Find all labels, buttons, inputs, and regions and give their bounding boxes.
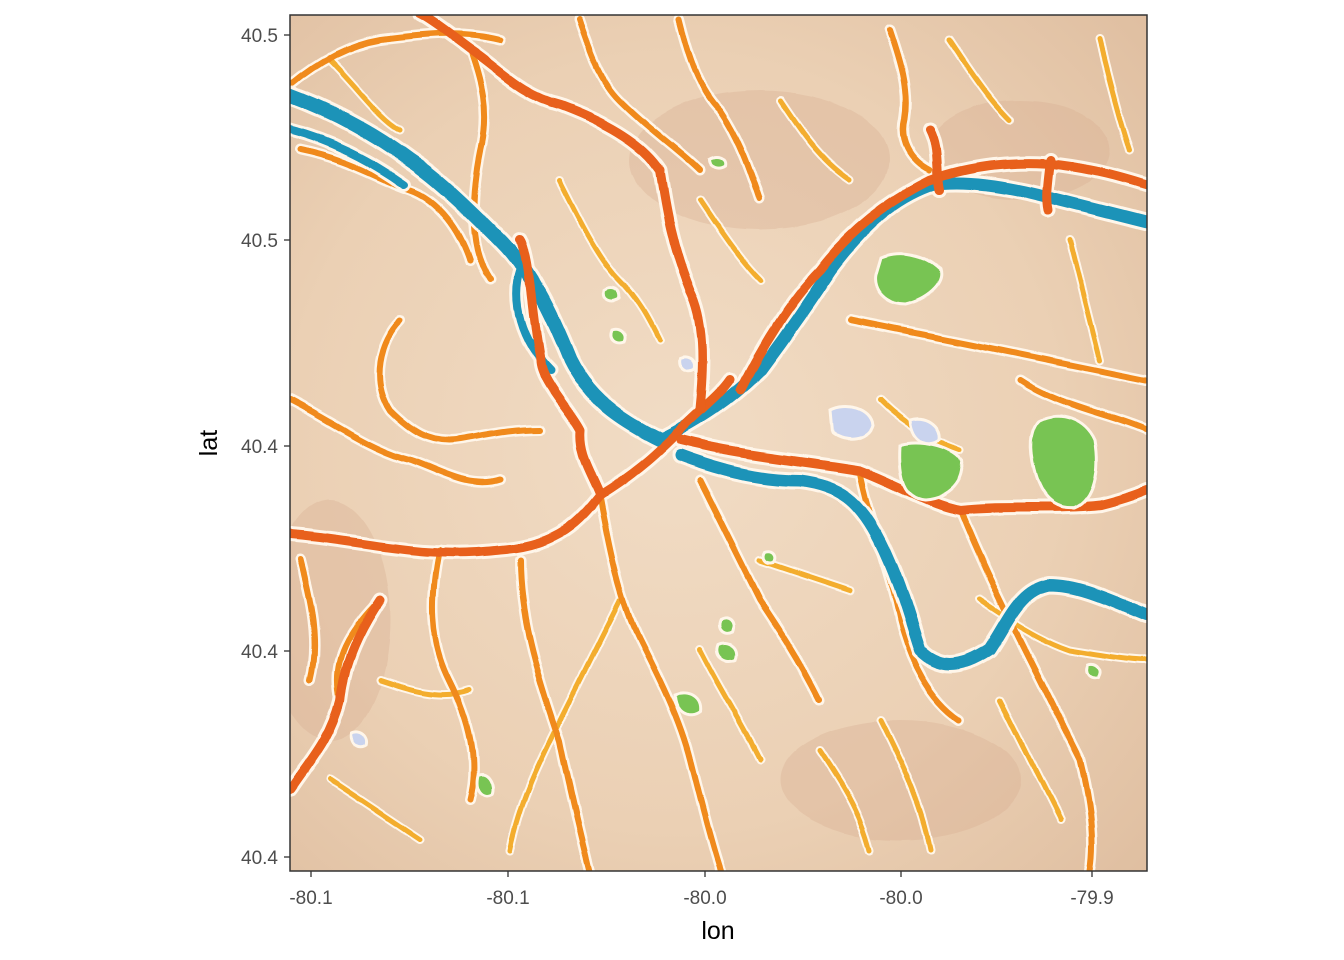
y-tick-label: 40.5 xyxy=(241,231,278,252)
panel-border xyxy=(289,14,1148,872)
minor-road xyxy=(377,677,473,697)
minor-road xyxy=(817,747,873,853)
minor-road xyxy=(947,37,1013,123)
major-road xyxy=(925,125,945,195)
park xyxy=(1030,414,1099,510)
x-tick-label: -80.1 xyxy=(486,888,529,909)
x-tick-label: -80.0 xyxy=(683,888,726,909)
road xyxy=(957,507,1095,871)
park xyxy=(898,441,964,502)
major-road xyxy=(290,375,735,558)
x-axis: -80.1 -80.1 -80.0 -80.0 -79.9 lon xyxy=(289,871,1114,945)
road xyxy=(677,17,763,203)
road xyxy=(847,317,1147,383)
major-road xyxy=(515,235,605,500)
road xyxy=(430,547,477,803)
road xyxy=(467,47,493,283)
road xyxy=(517,557,593,871)
ponds xyxy=(350,355,942,749)
minor-road xyxy=(327,777,423,843)
park xyxy=(873,252,943,307)
road xyxy=(577,17,703,173)
y-tick-label: 40.4 xyxy=(241,642,278,663)
major-road xyxy=(1042,155,1055,215)
x-tick-label: -80.0 xyxy=(879,888,922,909)
pond xyxy=(908,417,942,446)
pond xyxy=(678,355,697,373)
road xyxy=(290,31,503,88)
roads xyxy=(290,17,1147,871)
park xyxy=(603,286,622,302)
major-road xyxy=(415,15,708,415)
park xyxy=(717,616,735,635)
y-tick-label: 40.5 xyxy=(241,26,278,47)
park xyxy=(609,327,627,345)
minor-road xyxy=(777,97,853,183)
map-panel[interactable] xyxy=(270,15,1147,871)
x-tick-label: -80.1 xyxy=(289,888,332,909)
y-axis: 40.5 40.5 40.4 40.4 40.4 lat xyxy=(195,26,290,869)
road xyxy=(297,557,318,683)
river xyxy=(674,449,1147,671)
road xyxy=(376,317,543,444)
river xyxy=(290,126,409,189)
minor-road xyxy=(997,697,1063,823)
road xyxy=(297,147,473,263)
minor-road xyxy=(877,717,933,853)
park xyxy=(708,156,728,170)
minor-road xyxy=(697,647,763,763)
minor-road xyxy=(1097,37,1133,153)
road xyxy=(290,397,503,486)
minor-road xyxy=(1067,237,1103,363)
park xyxy=(475,772,495,798)
park xyxy=(673,691,702,717)
river xyxy=(290,88,667,447)
minor-road xyxy=(697,197,763,283)
pond xyxy=(350,729,370,749)
parks xyxy=(475,156,1102,798)
major-road xyxy=(290,595,385,795)
x-tick-label: -79.9 xyxy=(1070,888,1113,909)
y-tick-label: 40.4 xyxy=(241,437,278,458)
road xyxy=(697,477,823,703)
land-shading xyxy=(290,90,1110,840)
park xyxy=(715,642,738,663)
park xyxy=(762,549,777,564)
major-roads xyxy=(290,15,1147,795)
minor-road xyxy=(507,597,623,853)
minor-road xyxy=(327,57,403,133)
y-tick-label: 40.4 xyxy=(241,848,278,869)
park xyxy=(1085,662,1102,681)
road xyxy=(597,492,723,871)
road xyxy=(1017,377,1147,433)
major-road xyxy=(675,435,1147,515)
y-axis-title: lat xyxy=(195,430,223,456)
road xyxy=(887,27,933,173)
major-road xyxy=(735,158,1147,395)
minor-road xyxy=(557,177,663,343)
x-axis-title: lon xyxy=(701,917,734,945)
pond xyxy=(828,405,874,440)
